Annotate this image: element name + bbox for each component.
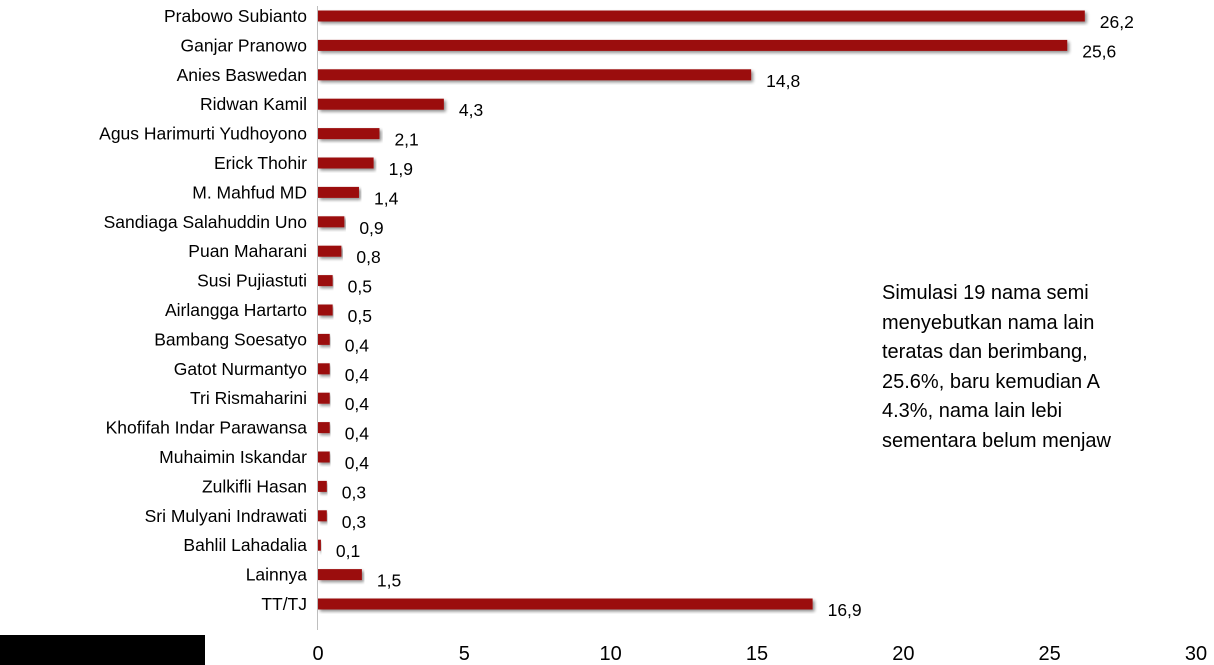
bar-airlangga-hartarto [318,304,333,316]
category-label-lainnya: Lainnya [246,565,308,585]
value-label-prabowo-subianto: 26,2 [1100,12,1134,32]
value-label-susi-pujiastuti: 0,5 [348,277,372,297]
bar-susi-pujiastuti [318,275,333,287]
value-label-lainnya: 1,5 [377,571,401,591]
value-label-erick-thohir: 1,9 [389,159,413,179]
category-label-sri-mulyani-indrawati: Sri Mulyani Indrawati [145,506,307,526]
value-label-agus-harimurti-yudhoyono: 2,1 [394,130,418,150]
value-label-anies-baswedan: 14,8 [766,71,800,91]
category-label-tt-tj: TT/TJ [261,594,307,614]
category-label-ridwan-kamil: Ridwan Kamil [200,94,307,114]
category-label-muhaimin-iskandar: Muhaimin Iskandar [159,447,307,467]
value-label-bambang-soesatyo: 0,4 [345,335,370,355]
value-label-puan-maharani: 0,8 [356,247,380,267]
note-line-4: 25.6%, baru kemudian A [882,370,1100,393]
bar-muhaimin-iskandar [318,451,330,463]
x-tick-labels: 0 5 10 15 20 25 30 [312,643,1207,665]
x-tick-10: 10 [600,643,622,665]
bar-sandiaga-salahuddin-uno [318,216,345,228]
value-label-gatot-nurmantyo: 0,4 [345,365,370,385]
commentary-text: Simulasi 19 nama semi menyebutkan nama l… [882,279,1214,456]
category-label-bahlil-lahadalia: Bahlil Lahadalia [183,535,307,555]
x-tick-25: 25 [1039,643,1061,665]
value-label-bahlil-lahadalia: 0,1 [336,541,360,561]
category-label-m-mahfud-md: M. Mahfud MD [192,182,307,202]
category-label-ganjar-pranowo: Ganjar Pranowo [181,35,307,55]
value-label-ganjar-pranowo: 25,6 [1082,41,1116,61]
category-label-tri-rismaharini: Tri Rismaharini [190,388,307,408]
category-label-zulkifli-hasan: Zulkifli Hasan [202,476,307,496]
value-label-tt-tj: 16,9 [828,600,862,620]
note-line-5: 4.3%, nama lain lebi [882,400,1063,422]
category-label-susi-pujiastuti: Susi Pujiastuti [197,271,307,291]
bar-puan-maharani [318,245,342,257]
bar-bambang-soesatyo [318,333,330,345]
bar-gatot-nurmantyo [318,363,330,375]
bar-erick-thohir [318,157,374,169]
category-label-sandiaga-salahuddin-uno: Sandiaga Salahuddin Uno [104,212,307,232]
bar-sri-mulyani-indrawati [318,510,327,522]
bar-tri-rismaharini [318,392,330,404]
category-label-khofifah-indar-parawansa: Khofifah Indar Parawansa [106,418,308,438]
value-label-khofifah-indar-parawansa: 0,4 [345,424,370,444]
value-label-tri-rismaharini: 0,4 [345,394,370,414]
bar-tt-tj [318,598,813,610]
bar-agus-harimurti-yudhoyono [318,128,380,140]
bar-khofifah-indar-parawansa [318,422,330,434]
value-label-m-mahfud-md: 1,4 [374,188,399,208]
category-label-erick-thohir: Erick Thohir [214,153,307,173]
redaction-block [0,635,205,665]
bars-group [318,10,1085,610]
note-line-3: teratas dan berimbang, [882,341,1088,363]
value-labels: 26,2 25,6 14,8 4,3 2,1 1,9 1,4 0,9 0,8 0,5 0,5 0,4 0… [336,12,1134,620]
bar-lainnya [318,569,362,581]
category-label-agus-harimurti-yudhoyono: Agus Harimurti Yudhoyono [99,124,307,144]
category-label-gatot-nurmantyo: Gatot Nurmantyo [174,359,307,379]
category-label-bambang-soesatyo: Bambang Soesatyo [154,329,307,349]
bar-ridwan-kamil [318,98,444,110]
category-label-puan-maharani: Puan Maharani [188,241,307,261]
category-labels: Prabowo Subianto Ganjar Pranowo Anies Basw… [99,6,307,614]
x-tick-5: 5 [459,643,470,665]
x-tick-15: 15 [746,643,768,665]
value-label-zulkifli-hasan: 0,3 [342,482,366,502]
value-label-sandiaga-salahuddin-uno: 0,9 [359,218,383,238]
category-label-prabowo-subianto: Prabowo Subianto [164,6,307,26]
note-line-2: menyebutkan nama lain [882,311,1095,334]
value-label-airlangga-hartarto: 0,5 [348,306,372,326]
value-label-ridwan-kamil: 4,3 [459,100,483,120]
note-line-6: sementara belum menjaw [882,429,1111,452]
bar-m-mahfud-md [318,186,359,198]
category-label-anies-baswedan: Anies Baswedan [177,65,307,85]
category-label-airlangga-hartarto: Airlangga Hartarto [165,300,307,320]
x-tick-30: 30 [1185,643,1207,665]
bar-prabowo-subianto [318,10,1085,22]
note-line-1: Simulasi 19 nama semi [882,282,1089,304]
bar-bahlil-lahadalia [318,539,321,551]
value-label-muhaimin-iskandar: 0,4 [345,453,370,473]
bar-ganjar-pranowo [318,39,1068,51]
x-tick-0: 0 [312,643,323,665]
x-tick-20: 20 [892,643,914,665]
bar-anies-baswedan [318,69,752,81]
bar-zulkifli-hasan [318,480,327,492]
value-label-sri-mulyani-indrawati: 0,3 [342,512,366,532]
